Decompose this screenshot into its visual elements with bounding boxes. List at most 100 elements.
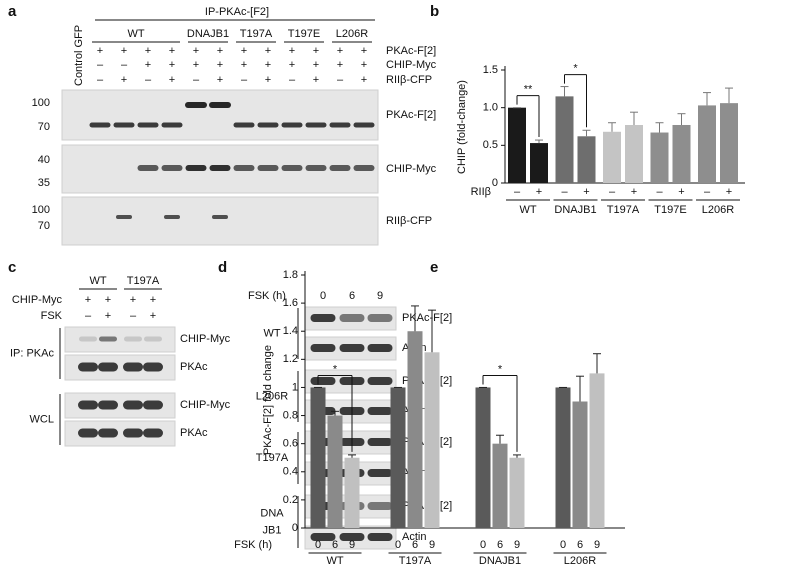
group-label: T197E bbox=[288, 28, 320, 40]
band bbox=[339, 533, 365, 541]
bar bbox=[310, 387, 326, 528]
band bbox=[185, 102, 207, 108]
bar bbox=[698, 105, 716, 183]
bar bbox=[577, 136, 596, 183]
band bbox=[367, 438, 393, 446]
band bbox=[257, 165, 279, 171]
series-label: – bbox=[656, 186, 663, 198]
band bbox=[367, 469, 393, 477]
bar bbox=[555, 96, 574, 183]
sign: + bbox=[217, 74, 223, 86]
sign: + bbox=[193, 45, 199, 57]
x-tick-label: WT bbox=[326, 555, 343, 567]
bar bbox=[327, 415, 343, 528]
band bbox=[353, 165, 375, 171]
y-tick-label: 0 bbox=[292, 522, 298, 534]
sign: + bbox=[105, 310, 111, 322]
series-label: 6 bbox=[497, 539, 503, 551]
band bbox=[116, 215, 132, 219]
sign: + bbox=[289, 59, 295, 71]
bar bbox=[603, 131, 621, 183]
bar bbox=[508, 107, 526, 183]
bar bbox=[720, 103, 738, 183]
series-label: 9 bbox=[514, 539, 520, 551]
sign: + bbox=[150, 310, 156, 322]
y-axis-label: CHIP (fold-change) bbox=[456, 80, 468, 174]
band bbox=[305, 165, 327, 171]
y-tick-label: 0 bbox=[492, 177, 498, 189]
y-tick-label: 1.2 bbox=[283, 353, 298, 365]
bar bbox=[390, 387, 406, 528]
series-label: – bbox=[704, 186, 711, 198]
band bbox=[367, 377, 393, 385]
group-label: L206R bbox=[256, 390, 288, 402]
sign: + bbox=[217, 45, 223, 57]
series-label: + bbox=[583, 186, 589, 198]
group-label: DNA bbox=[260, 507, 284, 519]
x-tick-label: T197A bbox=[607, 204, 640, 216]
blot-label: PKAc-F[2] bbox=[402, 312, 452, 324]
annotation: * bbox=[333, 363, 338, 375]
y-tick-label: 1.0 bbox=[483, 102, 498, 114]
band bbox=[310, 533, 336, 541]
sign: + bbox=[150, 294, 156, 306]
series-label: 6 bbox=[412, 539, 418, 551]
band bbox=[98, 428, 118, 438]
series-label: 0 bbox=[480, 539, 486, 551]
series-label: – bbox=[609, 186, 616, 198]
band bbox=[367, 314, 393, 322]
sign: + bbox=[193, 59, 199, 71]
bar bbox=[530, 143, 548, 183]
band bbox=[123, 428, 143, 438]
sign: + bbox=[145, 45, 151, 57]
band bbox=[233, 122, 255, 128]
ladder-label: 40 bbox=[38, 154, 50, 166]
group-label: T197A bbox=[240, 28, 273, 40]
sign: + bbox=[289, 45, 295, 57]
sign: + bbox=[337, 59, 343, 71]
band bbox=[367, 407, 393, 415]
annotation: ** bbox=[524, 84, 533, 96]
annotation: * bbox=[498, 363, 503, 375]
sign: – bbox=[145, 74, 152, 86]
y-tick-label: 0.2 bbox=[283, 494, 298, 506]
band bbox=[367, 502, 393, 510]
time-label: FSK (h) bbox=[248, 290, 286, 302]
sign: + bbox=[265, 45, 271, 57]
x-tick-label: WT bbox=[519, 204, 536, 216]
band bbox=[123, 400, 143, 410]
blot bbox=[61, 196, 379, 246]
bar bbox=[572, 401, 588, 528]
sign: – bbox=[241, 74, 248, 86]
blot bbox=[61, 89, 379, 141]
y-tick-label: 1.6 bbox=[283, 297, 298, 309]
series-label: 9 bbox=[349, 539, 355, 551]
sign: + bbox=[313, 59, 319, 71]
sign: + bbox=[85, 294, 91, 306]
band bbox=[339, 344, 365, 352]
band bbox=[209, 165, 231, 171]
band bbox=[329, 122, 351, 128]
sign: – bbox=[85, 310, 92, 322]
series-label: 9 bbox=[429, 539, 435, 551]
sign: – bbox=[337, 74, 344, 86]
x-tick-label: DNAJB1 bbox=[479, 555, 521, 567]
ip-label: IP-PKAc-[F2] bbox=[205, 6, 269, 18]
sign: – bbox=[121, 59, 128, 71]
annotation: * bbox=[573, 62, 578, 74]
bar bbox=[424, 352, 440, 528]
band bbox=[78, 400, 98, 410]
bar bbox=[492, 443, 508, 528]
series-label: 0 bbox=[315, 539, 321, 551]
sign: – bbox=[97, 59, 104, 71]
time: 0 bbox=[320, 290, 326, 302]
series-label: – bbox=[514, 186, 521, 198]
sign: + bbox=[265, 59, 271, 71]
sign: + bbox=[121, 74, 127, 86]
sign: + bbox=[145, 59, 151, 71]
band bbox=[305, 122, 327, 128]
sign: + bbox=[169, 59, 175, 71]
x-tick-label: L206R bbox=[564, 555, 596, 567]
sign: + bbox=[105, 294, 111, 306]
series-label: + bbox=[678, 186, 684, 198]
